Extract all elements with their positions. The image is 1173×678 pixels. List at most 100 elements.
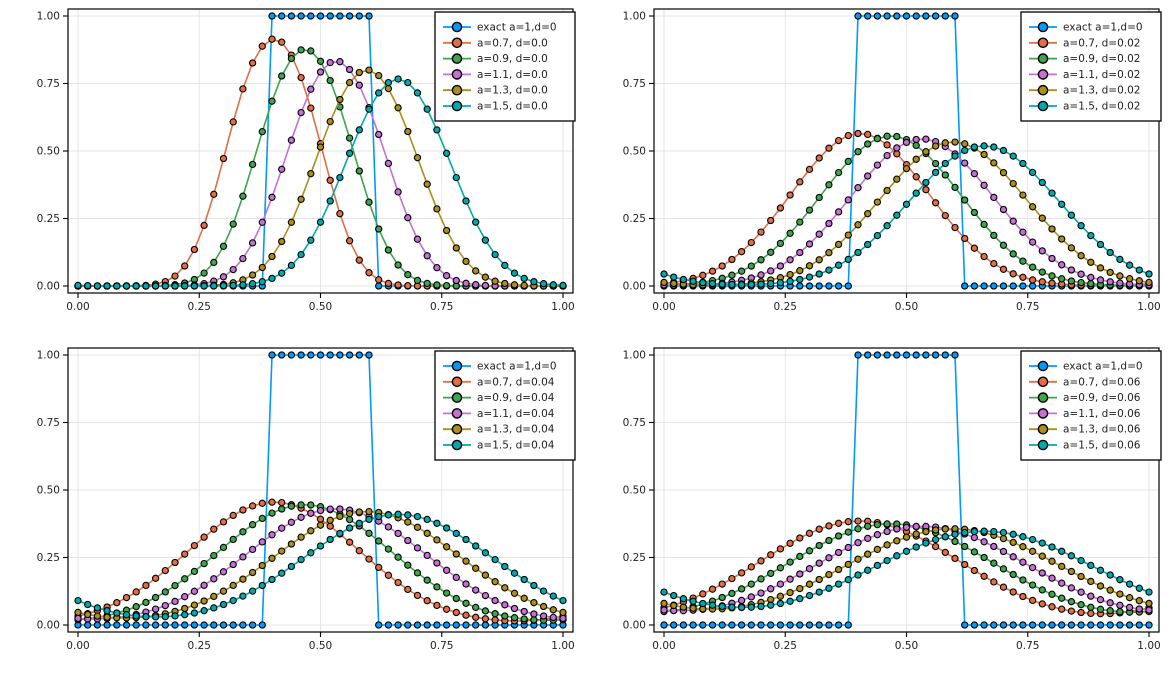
series-marker: [74, 281, 82, 290]
series-marker: [951, 537, 959, 546]
series-marker: [491, 277, 499, 285]
series-marker: [510, 281, 519, 289]
series-marker: [660, 621, 668, 629]
series-marker: [132, 588, 140, 596]
series-marker: [893, 175, 901, 183]
x-tick-label: 0.25: [188, 301, 211, 313]
series-marker: [181, 604, 189, 613]
series-marker: [433, 281, 441, 289]
series-marker: [931, 12, 940, 20]
series-marker: [404, 511, 412, 519]
legend-label: a=0.9, d=0.04: [477, 392, 555, 404]
series-marker: [151, 621, 160, 629]
series-marker: [864, 12, 872, 20]
series-marker: [844, 255, 852, 264]
series-marker: [190, 587, 199, 595]
series-marker: [767, 267, 775, 275]
series-marker: [345, 12, 354, 20]
series-marker: [151, 593, 160, 602]
series-marker: [375, 225, 383, 233]
series-marker: [258, 218, 266, 226]
series-marker: [1067, 567, 1076, 576]
legend-item: a=0.7, d=0.06: [1029, 376, 1141, 388]
x-tick-label: 0.25: [774, 640, 797, 652]
series-marker: [708, 621, 717, 629]
series-marker: [776, 564, 785, 572]
series-marker: [990, 542, 998, 551]
series-marker: [873, 521, 882, 529]
series-marker: [679, 621, 688, 629]
y-tick-label: 0.50: [623, 146, 646, 158]
series-marker: [413, 154, 422, 162]
series-marker: [1067, 211, 1076, 219]
legend-label: exact a=1,d=0: [477, 22, 557, 34]
series-marker: [1028, 168, 1037, 177]
series-marker: [1125, 580, 1134, 588]
series-marker: [258, 278, 266, 286]
series-marker: [501, 261, 509, 270]
series-marker: [1096, 596, 1105, 604]
series-marker: [394, 188, 402, 196]
series-marker: [132, 282, 140, 290]
series-marker: [689, 604, 697, 612]
series-marker: [931, 526, 940, 534]
series-marker: [767, 248, 775, 256]
legend-item: exact a=1,d=0: [1029, 22, 1143, 34]
series-marker: [990, 159, 998, 167]
legend-label: exact a=1,d=0: [477, 361, 557, 373]
legend-marker: [451, 21, 463, 33]
series-marker: [394, 621, 402, 629]
series-marker: [171, 621, 179, 629]
series-a-1.5-d-0.04: [74, 510, 567, 621]
series-marker: [316, 57, 325, 65]
series-marker: [190, 609, 199, 617]
series-marker: [970, 548, 979, 556]
series-marker: [1019, 159, 1027, 168]
series-marker: [287, 540, 296, 548]
series-marker: [728, 621, 736, 629]
y-tick-label: 1.00: [37, 11, 60, 23]
series-marker: [1028, 203, 1037, 211]
series-marker: [142, 581, 150, 590]
y-tick-label: 0.25: [623, 213, 646, 225]
series-marker: [844, 196, 852, 204]
series-marker: [1077, 270, 1085, 278]
series-marker: [559, 281, 567, 290]
x-tick-label: 0.50: [309, 301, 332, 313]
series-marker: [1048, 590, 1056, 598]
tick-labels: 0.00 0.25 0.50 0.75 1.00 0.00 0.25 0.50 0.75 1.00: [623, 11, 1161, 314]
series-marker: [442, 589, 451, 597]
series-marker: [1067, 244, 1076, 252]
series-marker: [365, 269, 373, 277]
series-marker: [834, 519, 843, 527]
series-marker: [786, 191, 794, 199]
series-marker: [268, 97, 276, 105]
series-marker: [864, 172, 872, 180]
series-marker: [510, 614, 519, 622]
series-marker: [747, 593, 755, 601]
series-marker: [151, 574, 160, 582]
series-marker: [1077, 556, 1085, 565]
series-marker: [844, 131, 852, 140]
series-marker: [951, 530, 959, 538]
series-marker: [825, 282, 833, 290]
series-marker: [200, 621, 208, 629]
series-marker: [679, 595, 688, 603]
series-marker: [200, 597, 208, 605]
series-marker: [1028, 621, 1037, 629]
series-marker: [689, 597, 697, 605]
series-marker: [74, 608, 82, 617]
series-marker: [345, 65, 354, 74]
x-tick-label: 0.75: [430, 640, 453, 652]
series-marker: [375, 282, 383, 290]
series-marker: [844, 231, 852, 239]
series-marker: [278, 165, 286, 173]
legend-marker: [451, 84, 463, 96]
series-marker: [219, 273, 228, 281]
series-marker: [491, 616, 499, 624]
series-marker: [1009, 270, 1017, 278]
series-marker: [452, 173, 460, 182]
series-marker: [210, 621, 218, 629]
series-marker: [287, 562, 296, 571]
legend-label: a=1.5, d=0.04: [477, 440, 555, 452]
